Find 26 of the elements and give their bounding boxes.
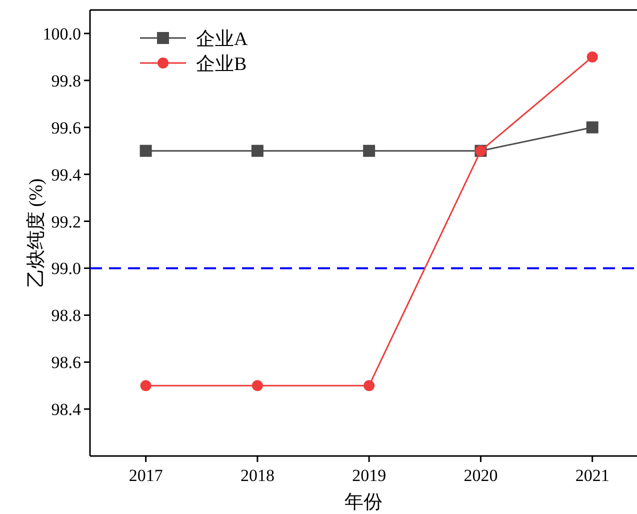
- x-tick-label: 2020: [464, 466, 498, 485]
- point: [140, 380, 152, 392]
- x-axis-title: 年份: [344, 492, 382, 513]
- y-tick-label: 100.0: [42, 24, 81, 44]
- point: [364, 380, 375, 392]
- y-tick-label: 99.2: [51, 212, 81, 232]
- point: [252, 380, 263, 392]
- y-tick-label: 98.6: [51, 353, 81, 372]
- y-tick-label: 99.4: [51, 165, 82, 184]
- y-tick-label: 99.6: [51, 118, 81, 138]
- x-tick-label: 2018: [240, 466, 274, 485]
- y-tick-label: 99.0: [51, 259, 81, 278]
- legend-label: 企业B: [196, 54, 247, 75]
- point: [586, 121, 598, 134]
- point: [363, 144, 376, 157]
- y-axis-title: 乙炔纯度 (%): [25, 178, 47, 288]
- point: [140, 144, 152, 157]
- y-tick-label: 98.8: [51, 306, 81, 326]
- x-tick-label: 2017: [128, 466, 164, 485]
- x-tick-label: 2021: [575, 466, 610, 485]
- point: [586, 51, 598, 62]
- legend-label: 企业A: [196, 29, 248, 50]
- y-tick-label: 98.4: [51, 400, 82, 420]
- point: [251, 144, 264, 157]
- y-tick-label: 99.8: [51, 71, 81, 90]
- x-tick-label: 2019: [352, 466, 386, 485]
